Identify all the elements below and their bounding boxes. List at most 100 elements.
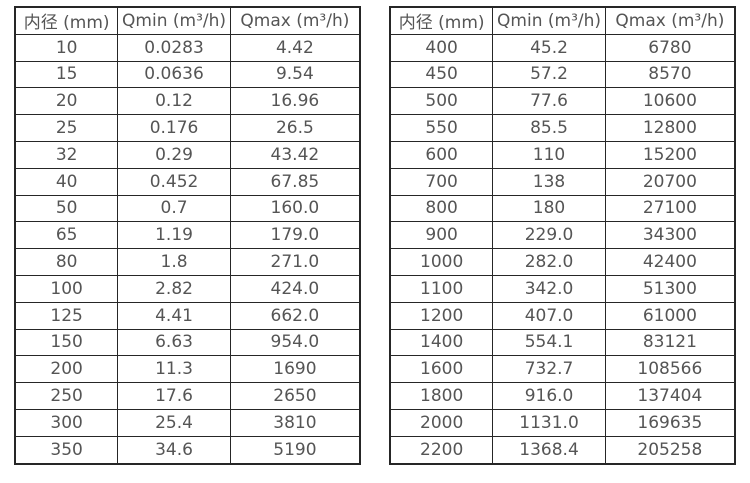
table-cell: 0.176 [117, 114, 231, 142]
table-cell: 1368.4 [492, 435, 606, 465]
header-row: 内径 (mm) Qmin (m³/h) Qmax (m³/h) [14, 6, 361, 35]
table-cell: 954.0 [229, 328, 361, 357]
table-cell: 137404 [604, 382, 736, 410]
table-row: 1100 342.0 51300 [389, 274, 736, 303]
table-cell: 916.0 [492, 382, 606, 410]
table-cell: 179.0 [229, 221, 361, 250]
table-cell: 110 [492, 140, 606, 169]
table-row: 1600 732.7 108566 [389, 355, 736, 384]
table-cell: 2.82 [117, 274, 231, 303]
table-cell: 0.452 [117, 167, 231, 196]
table-cell: 20 [14, 87, 119, 116]
table-cell: 424.0 [229, 274, 361, 303]
table-cell: 32 [14, 140, 119, 169]
table-cell: 80 [14, 248, 119, 276]
table-cell: 9.54 [229, 60, 361, 89]
table-cell: 15 [14, 60, 119, 89]
table-row: 800 180 27100 [389, 194, 736, 223]
table-cell: 600 [389, 140, 494, 169]
table-cell: 5190 [229, 435, 361, 465]
table-row: 500 77.6 10600 [389, 87, 736, 116]
table-cell: 500 [389, 87, 494, 116]
table-cell: 407.0 [492, 301, 606, 330]
table-row: 40 0.452 67.85 [14, 167, 361, 196]
table-cell: 1690 [229, 355, 361, 384]
table-cell: 34300 [604, 221, 736, 250]
table-cell: 50 [14, 194, 119, 223]
spec-table-small-diameters: 内径 (mm) Qmin (m³/h) Qmax (m³/h) 10 0.0283 4.… [14, 6, 361, 465]
table-row: 300 25.4 3810 [14, 408, 361, 437]
table-row: 1200 407.0 61000 [389, 301, 736, 330]
table-cell: 1600 [389, 355, 494, 384]
table-cell: 160.0 [229, 194, 361, 223]
table-cell: 200 [14, 355, 119, 384]
table-cell: 205258 [604, 435, 736, 465]
table-row: 15 0.0636 9.54 [14, 60, 361, 89]
table-cell: 900 [389, 221, 494, 250]
table-row: 32 0.29 43.42 [14, 140, 361, 169]
table-cell: 57.2 [492, 60, 606, 89]
column-header: 内径 (mm) [14, 6, 119, 35]
table-cell: 2650 [229, 382, 361, 410]
table-cell: 11.3 [117, 355, 231, 384]
table-cell: 180 [492, 194, 606, 223]
table-cell: 6780 [604, 33, 736, 62]
table-cell: 34.6 [117, 435, 231, 465]
table-row: 450 57.2 8570 [389, 60, 736, 89]
table-row: 65 1.19 179.0 [14, 221, 361, 250]
table-row: 80 1.8 271.0 [14, 248, 361, 276]
table-row: 250 17.6 2650 [14, 382, 361, 410]
table-row: 150 6.63 954.0 [14, 328, 361, 357]
table-body: 400 45.2 6780 450 57.2 8570 500 77.6 10600 550 85.… [389, 33, 736, 465]
table-cell: 0.0636 [117, 60, 231, 89]
table-cell: 43.42 [229, 140, 361, 169]
table-cell: 4.42 [229, 33, 361, 62]
table-row: 600 110 15200 [389, 140, 736, 169]
column-header: Qmax (m³/h) [229, 6, 361, 35]
spec-table-large-diameters: 内径 (mm) Qmin (m³/h) Qmax (m³/h) 400 45.2 678… [389, 6, 736, 465]
table-row: 25 0.176 26.5 [14, 114, 361, 142]
table-cell: 169635 [604, 408, 736, 437]
table-cell: 26.5 [229, 114, 361, 142]
table-cell: 100 [14, 274, 119, 303]
table-cell: 554.1 [492, 328, 606, 357]
table-cell: 12800 [604, 114, 736, 142]
table-row: 1000 282.0 42400 [389, 248, 736, 276]
table-cell: 800 [389, 194, 494, 223]
table-row: 350 34.6 5190 [14, 435, 361, 465]
table-row: 20 0.12 16.96 [14, 87, 361, 116]
table-row: 50 0.7 160.0 [14, 194, 361, 223]
table-cell: 25.4 [117, 408, 231, 437]
table-cell: 0.0283 [117, 33, 231, 62]
table-cell: 25 [14, 114, 119, 142]
table-cell: 3810 [229, 408, 361, 437]
table-cell: 2200 [389, 435, 494, 465]
column-header: Qmin (m³/h) [117, 6, 231, 35]
table-row: 400 45.2 6780 [389, 33, 736, 62]
table-cell: 17.6 [117, 382, 231, 410]
table-cell: 300 [14, 408, 119, 437]
table-row: 900 229.0 34300 [389, 221, 736, 250]
table-cell: 61000 [604, 301, 736, 330]
table-cell: 40 [14, 167, 119, 196]
table-cell: 700 [389, 167, 494, 196]
table-cell: 282.0 [492, 248, 606, 276]
table-body: 10 0.0283 4.42 15 0.0636 9.54 20 0.12 16.96 25 0.1… [14, 33, 361, 465]
table-cell: 0.12 [117, 87, 231, 116]
table-cell: 450 [389, 60, 494, 89]
table-row: 2000 1131.0 169635 [389, 408, 736, 437]
table-cell: 10 [14, 33, 119, 62]
table-cell: 732.7 [492, 355, 606, 384]
table-cell: 15200 [604, 140, 736, 169]
table-cell: 1.8 [117, 248, 231, 276]
table-cell: 108566 [604, 355, 736, 384]
table-cell: 250 [14, 382, 119, 410]
table-cell: 550 [389, 114, 494, 142]
table-cell: 1131.0 [492, 408, 606, 437]
table-row: 1400 554.1 83121 [389, 328, 736, 357]
table-row: 200 11.3 1690 [14, 355, 361, 384]
table-cell: 67.85 [229, 167, 361, 196]
table-cell: 125 [14, 301, 119, 330]
table-row: 125 4.41 662.0 [14, 301, 361, 330]
